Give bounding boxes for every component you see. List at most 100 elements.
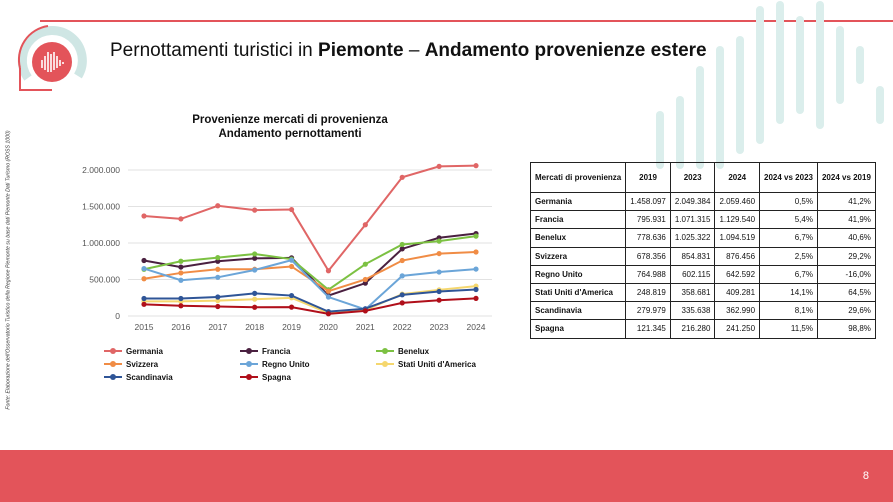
page-title: Pernottamenti turistici in Piemonte – An… <box>110 40 707 61</box>
legend-label: Germania <box>126 346 163 356</box>
legend-item: Benelux <box>376 345 524 357</box>
table-cell: 241.250 <box>714 319 761 339</box>
legend-item: Spagna <box>240 371 376 383</box>
data-point <box>399 292 405 298</box>
table-cell: Benelux <box>529 228 627 248</box>
table-cell: 6,7% <box>759 264 818 284</box>
table-cell: 2.059.460 <box>714 191 761 212</box>
x-tick-label: 2022 <box>393 322 412 332</box>
table-row: Francia 795.931 1.071.315 1.129.540 5,4% 41,9… <box>529 210 876 230</box>
table-row: Germania 1.458.097 2.049.384 2.059.460 0,5% 4… <box>529 191 876 212</box>
series-line <box>143 259 477 311</box>
table-cell: 602.115 <box>669 264 716 284</box>
data-point <box>215 266 221 272</box>
table-cell: 41,2% <box>816 191 876 212</box>
x-tick-label: 2019 <box>282 322 301 332</box>
data-point <box>252 304 258 310</box>
table-cell: 362.990 <box>714 301 761 321</box>
table-cell: 41,9% <box>816 210 876 230</box>
series-line <box>144 285 477 315</box>
table-header-row: Mercati di provenienza 2019 2023 2024 2024 v… <box>529 162 876 193</box>
table-cell: 2.049.384 <box>669 191 716 212</box>
data-point <box>436 163 442 169</box>
chart-title: Provenienze mercati di provenienza Andam… <box>192 114 388 140</box>
data-point <box>436 238 442 244</box>
data-point <box>399 241 405 248</box>
x-tick-label: 2021 <box>356 322 375 332</box>
series-line <box>143 235 477 291</box>
legend-item: Stati Uniti d'America <box>376 358 524 370</box>
table-cell: 678.356 <box>625 246 671 266</box>
table-cell: 1.129.540 <box>714 210 761 230</box>
table-cell: Svizzera <box>529 246 627 266</box>
legend-label: Scandinavia <box>126 372 173 382</box>
x-tick-label: 2018 <box>245 322 264 332</box>
legend-item: Germania <box>104 345 240 357</box>
data-point <box>252 251 258 257</box>
line-chart: 0 500.000 1.000.000 1.500.000 2.000.000 2015 2… <box>82 163 492 332</box>
data-point <box>473 249 479 255</box>
table-cell: 64,5% <box>816 282 876 303</box>
header-divider <box>40 20 893 22</box>
legend-item: Scandinavia <box>104 371 240 383</box>
data-point <box>178 303 184 309</box>
table-row: Scandinavia 279.979 335.638 362.990 8,1% 29,6… <box>529 301 876 321</box>
data-point <box>325 294 332 300</box>
table-cell: 216.280 <box>669 319 716 339</box>
x-tick-label: 2023 <box>430 322 449 332</box>
data-point <box>178 258 184 264</box>
data-point <box>325 268 332 274</box>
table-cell: 6,7% <box>759 228 818 248</box>
data-point <box>141 265 147 272</box>
data-point <box>362 280 368 286</box>
data-point <box>215 294 221 300</box>
data-point <box>399 300 405 306</box>
series-line <box>143 297 477 315</box>
table-cell: 876.456 <box>714 246 761 266</box>
x-tick-label: 2015 <box>135 322 154 332</box>
data-point <box>215 255 221 261</box>
data-point <box>252 296 258 302</box>
x-tick-label: 2020 <box>319 322 338 332</box>
data-point <box>436 297 442 303</box>
table-header-cell: 2023 <box>669 162 716 193</box>
table-cell: 8,1% <box>759 301 818 321</box>
source-note: Fonte: Elaborazione dell'Osservatorio Tu… <box>6 130 13 410</box>
table-cell: 854.831 <box>669 246 716 266</box>
table-cell: -16,0% <box>816 264 876 284</box>
data-point <box>178 295 184 302</box>
table-cell: Francia <box>529 210 627 230</box>
data-point <box>215 258 221 264</box>
legend-label: Spagna <box>262 372 291 382</box>
table-cell: 5,4% <box>759 210 818 230</box>
table-cell: Stati Uniti d'America <box>529 282 627 303</box>
table-header-cell: Mercati di provenienza <box>529 162 627 193</box>
legend-marker-icon <box>104 348 122 354</box>
table-cell: 795.931 <box>625 210 671 230</box>
legend-label: Svizzera <box>126 359 159 369</box>
legend-item: Francia <box>240 345 376 357</box>
table-row: Stati Uniti d'America 248.819 358.681 409.2… <box>529 282 876 303</box>
data-point <box>362 261 368 267</box>
y-tick-label: 1.500.000 <box>82 202 120 212</box>
data-point <box>399 257 405 264</box>
table-cell: 29,2% <box>816 246 876 266</box>
legend-marker-icon <box>104 361 122 367</box>
legend-marker-icon <box>240 361 258 367</box>
data-table: Mercati di provenienza 2019 2023 2024 2024 v… <box>529 162 876 339</box>
footer-band <box>0 450 893 502</box>
page-number: 8 <box>862 470 869 482</box>
table-cell: Scandinavia <box>529 301 627 321</box>
data-point <box>288 304 295 310</box>
data-point <box>178 264 184 270</box>
table-cell: 1.458.097 <box>625 191 671 212</box>
table-cell: 778.636 <box>625 228 671 248</box>
data-point <box>399 273 405 279</box>
data-point <box>252 267 258 273</box>
y-tick-label: 2.000.000 <box>82 165 120 175</box>
table-cell: 2,5% <box>759 246 818 266</box>
data-point <box>288 292 295 299</box>
legend-marker-icon <box>104 374 122 380</box>
table-cell: 279.979 <box>625 301 671 321</box>
x-tick-label: 2024 <box>467 322 486 332</box>
